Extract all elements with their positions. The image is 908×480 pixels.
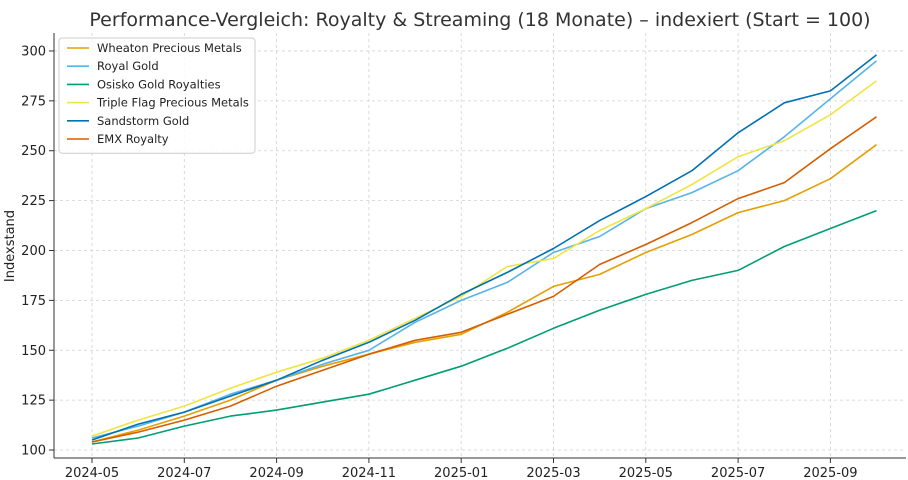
series-line-3 <box>91 80 877 437</box>
y-tick-label: 125 <box>21 394 46 409</box>
chart-title: Performance-Vergleich: Royalty & Streami… <box>89 9 870 31</box>
x-tick-label: 2025-03 <box>526 466 580 480</box>
series-group <box>91 54 878 445</box>
y-tick-label: 150 <box>21 344 46 359</box>
y-tick-label: 250 <box>21 144 46 159</box>
y-tick-label: 200 <box>21 244 46 259</box>
y-tick-label: 275 <box>21 94 46 109</box>
legend: Wheaton Precious Metals Royal Gold Osisko … <box>58 37 256 154</box>
y-tick-label: 175 <box>21 294 46 309</box>
x-tick-label: 2024-11 <box>342 466 396 480</box>
legend-label: Wheaton Precious Metals <box>97 41 242 55</box>
x-tick-label: 2024-07 <box>157 466 211 480</box>
x-tick-label: 2025-09 <box>803 466 857 480</box>
legend-label: Royal Gold <box>97 59 159 73</box>
axes: 100 125 150 175 200 225 250 275 300 2024-05 2024-0… <box>21 33 906 480</box>
legend-label: Sandstorm Gold <box>97 114 189 128</box>
series-line-0 <box>91 144 877 443</box>
series-line-4 <box>91 54 877 441</box>
x-tick-label: 2025-07 <box>711 466 765 480</box>
y-tick-label: 225 <box>21 194 46 209</box>
x-tick-label: 2025-01 <box>434 466 488 480</box>
x-tick-label: 2024-05 <box>65 466 119 480</box>
y-tick-label: 100 <box>21 444 46 459</box>
legend-label: Triple Flag Precious Metals <box>96 96 249 110</box>
series-line-2 <box>91 209 877 445</box>
y-tick-label: 300 <box>21 44 46 59</box>
legend-label: Osisko Gold Royalties <box>97 77 221 91</box>
legend-box <box>58 37 256 154</box>
x-tick-label: 2024-09 <box>249 466 303 480</box>
y-axis-label: Indexstand <box>3 210 18 282</box>
series-line-1 <box>91 60 878 439</box>
x-tick-label: 2025-05 <box>619 466 673 480</box>
legend-label: EMX Royalty <box>97 132 169 146</box>
series-line-5 <box>91 116 877 443</box>
